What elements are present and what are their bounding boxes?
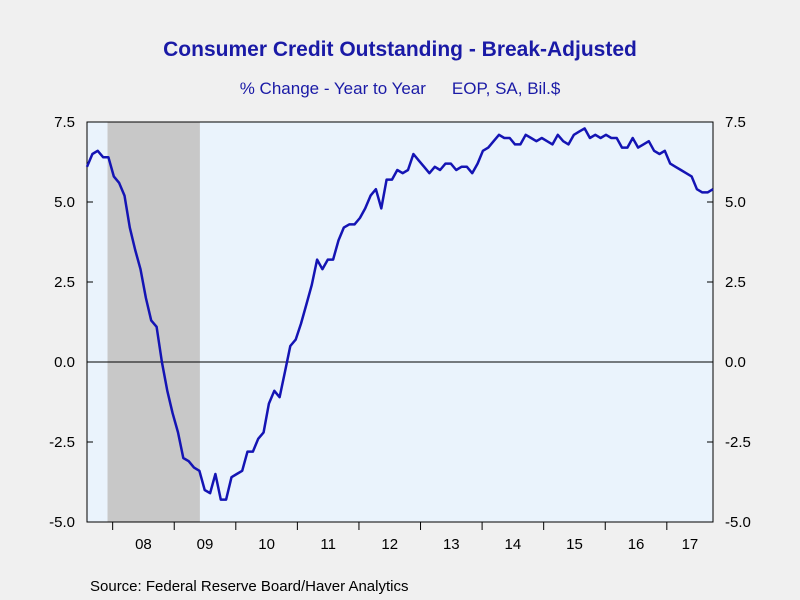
chart-title: Consumer Credit Outstanding - Break-Adju…: [163, 38, 637, 61]
series-line: [85, 127, 714, 501]
x-tick-label: 17: [682, 536, 699, 553]
x-tick-label: 16: [628, 536, 645, 553]
y-tick-label-right: 7.5: [725, 114, 746, 131]
y-tick-label-left: -5.0: [49, 514, 75, 531]
y-tick-label-left: 7.5: [54, 114, 75, 131]
y-tick-label-left: 2.5: [54, 274, 75, 291]
x-tick-label: 10: [258, 536, 275, 553]
y-tick-label-right: 0.0: [725, 354, 746, 371]
y-tick-label-left: -2.5: [49, 434, 75, 451]
y-tick-label-left: 5.0: [54, 194, 75, 211]
x-tick-label: 08: [135, 536, 152, 553]
x-tick-label: 14: [505, 536, 522, 553]
y-tick-label-left: 0.0: [54, 354, 75, 371]
x-tick-label: 12: [381, 536, 398, 553]
plot-frame: [86, 121, 714, 523]
chart-subtitle: % Change - Year to Year EOP, SA, Bil.$: [0, 79, 800, 99]
x-tick-label: 13: [443, 536, 460, 553]
y-tick-label-right: 2.5: [725, 274, 746, 291]
source-note: Source: Federal Reserve Board/Haver Anal…: [90, 578, 409, 595]
x-tick-label: 11: [320, 536, 336, 553]
y-tick-label-right: -5.0: [725, 514, 751, 531]
y-tick-label-right: 5.0: [725, 194, 746, 211]
subtitle-descriptor: EOP, SA, Bil.$: [451, 79, 561, 98]
x-tick-label: 09: [197, 536, 214, 553]
y-tick-label-right: -2.5: [725, 434, 751, 451]
x-tick-label: 15: [566, 536, 583, 553]
subtitle-units: % Change - Year to Year: [239, 79, 426, 98]
